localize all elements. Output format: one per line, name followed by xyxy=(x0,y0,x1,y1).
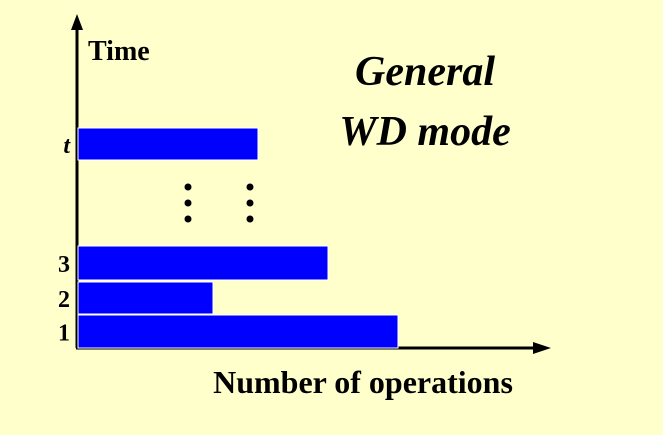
tick-label-1: 1 xyxy=(58,321,70,347)
diagram-title-line1: General xyxy=(355,49,495,95)
bar-2 xyxy=(77,281,214,315)
ellipsis-dots xyxy=(184,183,254,223)
y-axis-arrow xyxy=(71,14,83,30)
ellipsis-dot xyxy=(246,183,254,191)
ellipsis-dot xyxy=(246,215,254,223)
x-axis-label: Number of operations xyxy=(213,364,513,400)
bar-3 xyxy=(77,245,329,281)
ellipsis-dot xyxy=(246,199,254,207)
ellipsis-dot xyxy=(184,199,192,207)
tick-label-3: 3 xyxy=(58,252,70,278)
bars-group: 1 2 3 t xyxy=(58,127,399,349)
tick-label-2: 2 xyxy=(58,287,70,313)
ellipsis-dot xyxy=(184,215,192,223)
diagram-title-line2: WD mode xyxy=(339,109,511,155)
ellipsis-dot xyxy=(184,183,192,191)
bar-t xyxy=(77,127,259,161)
tick-label-t: t xyxy=(63,133,71,159)
y-axis-label: Time xyxy=(88,36,150,67)
x-axis-arrow xyxy=(533,342,551,354)
bar-1 xyxy=(77,314,399,349)
